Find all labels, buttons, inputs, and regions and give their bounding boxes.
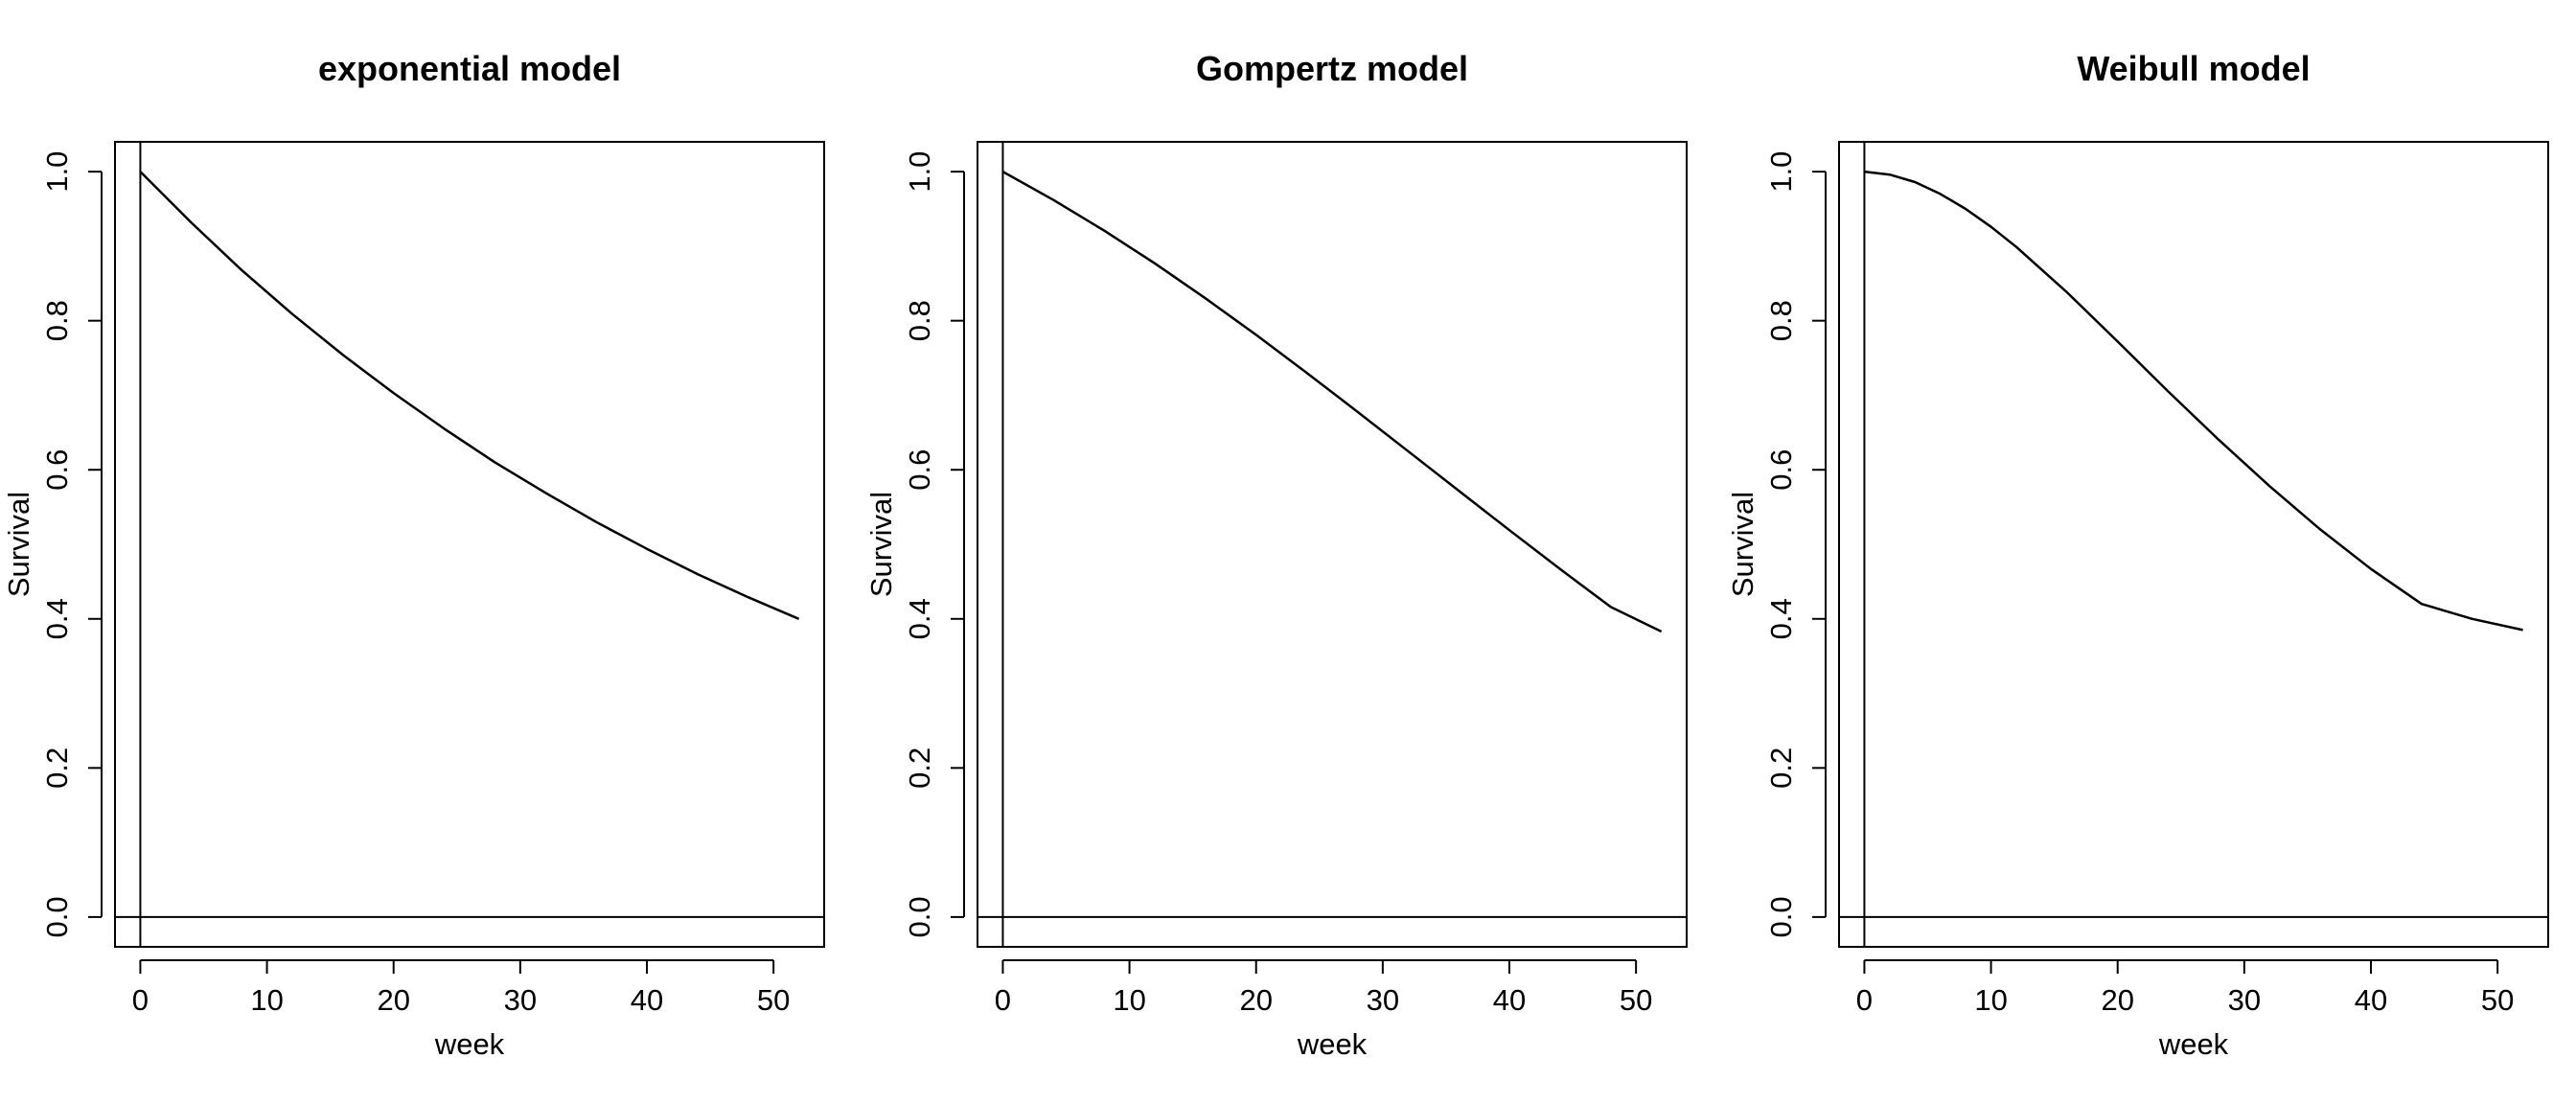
y-tick-label: 0.0: [40, 896, 74, 937]
x-tick-label: 50: [1620, 983, 1652, 1017]
x-axis-label: week: [1297, 1027, 1368, 1061]
y-tick-label: 0.8: [40, 300, 74, 341]
chart-panel-2: Gompertz model 0 10 20 30 40 50 week 0.0 0.2 0.4 0.…: [864, 49, 1688, 1061]
x-tick-label: 10: [1974, 983, 2007, 1017]
x-tick-label: 40: [2355, 983, 2387, 1017]
survival-curve: [1864, 170, 2523, 632]
y-tick-label: 0.0: [1764, 896, 1798, 937]
plot-frame: [977, 141, 1688, 948]
survival-curve: [1001, 171, 1663, 633]
x-tick-label: 20: [1239, 983, 1272, 1017]
chart-panel-3: Weibull model 0 10 20 30 40 50 week 0.0 0.2 0.4 0.6…: [1726, 49, 2549, 1061]
x-tick-label: 50: [757, 983, 790, 1017]
y-tick-label: 0.6: [1764, 449, 1798, 491]
chart-panel-1: exponential model 0 10 20 30 40 50 week 0.0 0.2 0.…: [2, 49, 825, 1061]
x-axis-label: week: [2158, 1027, 2229, 1061]
y-axis-label: Survival: [1726, 492, 1760, 597]
x-tick-label: 40: [1493, 983, 1526, 1017]
y-tick-label: 0.2: [1764, 748, 1798, 789]
y-tick-label: 0.4: [40, 598, 74, 639]
y-tick-label: 0.8: [903, 300, 936, 341]
y-tick-label: 0.8: [1764, 300, 1798, 341]
y-tick-label: 0.6: [40, 449, 74, 491]
y-tick-label: 1.0: [1764, 151, 1798, 193]
x-axis-label: week: [434, 1027, 505, 1061]
y-tick-label: 0.6: [903, 449, 936, 491]
chart-title: Gompertz model: [1196, 49, 1468, 88]
x-tick-label: 10: [1113, 983, 1145, 1017]
x-tick-label: 0: [1856, 983, 1873, 1017]
x-tick-label: 0: [995, 983, 1011, 1017]
y-tick-label: 0.4: [1764, 598, 1798, 639]
x-tick-label: 20: [2101, 983, 2133, 1017]
x-tick-label: 30: [1367, 983, 1399, 1017]
x-tick-label: 30: [504, 983, 537, 1017]
y-tick-label: 1.0: [903, 151, 936, 193]
chart-title: Weibull model: [2077, 49, 2310, 88]
x-tick-label: 0: [132, 983, 149, 1017]
x-tick-label: 20: [377, 983, 409, 1017]
x-tick-label: 30: [2228, 983, 2261, 1017]
survival-curve: [139, 171, 800, 620]
y-tick-label: 0.2: [40, 748, 74, 789]
y-axis-label: Survival: [2, 492, 35, 597]
y-tick-label: 0.2: [903, 748, 936, 789]
x-tick-label: 10: [250, 983, 283, 1017]
x-tick-label: 40: [631, 983, 663, 1017]
y-tick-label: 1.0: [40, 151, 74, 193]
y-axis-label: Survival: [864, 492, 898, 597]
chart-title: exponential model: [318, 49, 621, 88]
y-tick-label: 0.0: [903, 896, 936, 937]
x-tick-label: 50: [2481, 983, 2514, 1017]
y-tick-label: 0.4: [903, 598, 936, 639]
plot-frame: [114, 141, 825, 948]
plot-frame: [1838, 141, 2549, 948]
